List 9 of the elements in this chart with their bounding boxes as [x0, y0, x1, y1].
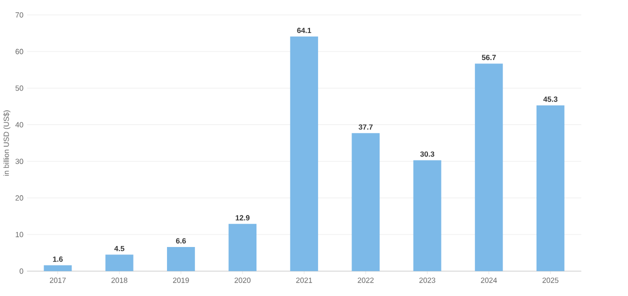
bar	[474, 64, 503, 272]
bar	[44, 265, 72, 272]
bar	[536, 105, 564, 272]
bar	[167, 246, 195, 272]
bar	[290, 36, 318, 272]
bar	[352, 133, 380, 272]
bar	[105, 254, 134, 272]
bar	[228, 224, 256, 272]
bar	[413, 160, 442, 272]
